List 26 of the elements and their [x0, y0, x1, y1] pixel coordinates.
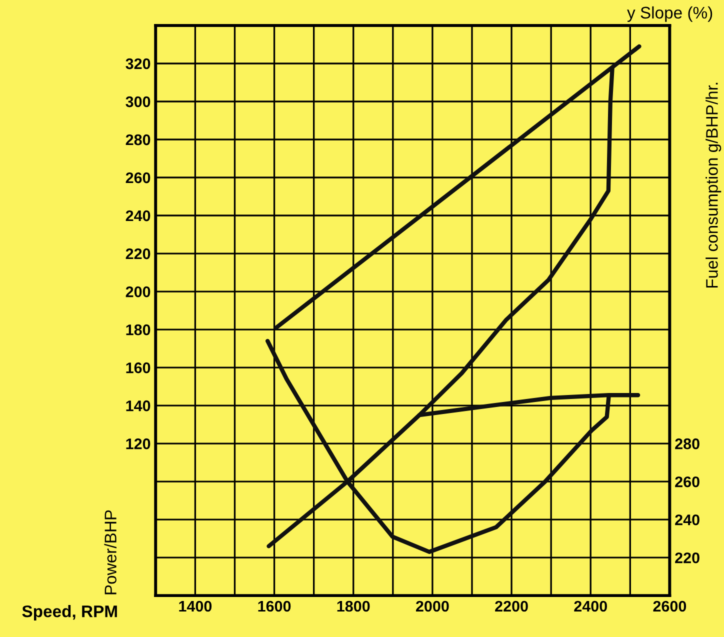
x-tick-label: 2000: [416, 600, 449, 612]
text: y Slope (%): [627, 6, 712, 22]
y-tick-label: 240: [126, 210, 150, 222]
y2-tick-label: 280: [675, 438, 700, 450]
y2-axis-title: Fuel consumption g/BHP/hr.: [706, 82, 722, 288]
x-tick-label: 2400: [574, 600, 607, 612]
y-axis-title: Power/BHP: [104, 510, 116, 594]
x-tick-label: 1600: [258, 600, 291, 612]
x-axis-title: Speed, RPM: [22, 605, 117, 621]
x-tick-label: 2600: [653, 600, 686, 612]
y2-tick-label: 220: [675, 552, 700, 564]
y-tick-label: 300: [126, 96, 150, 108]
y-tick-label: 200: [126, 286, 150, 298]
x-tick-label: 1800: [337, 600, 370, 612]
y-tick-label: 160: [126, 362, 150, 374]
y-tick-label: 280: [126, 134, 150, 146]
x-tick-label: 2200: [495, 600, 528, 612]
y-tick-label: 260: [126, 172, 150, 184]
y-tick-label: 320: [126, 58, 150, 70]
y2-tick-label: 260: [675, 476, 700, 488]
y-tick-label: 140: [126, 400, 150, 412]
y-tick-label: 220: [126, 248, 150, 260]
y2-tick-label: 240: [675, 514, 700, 526]
x-tick-label: 1400: [179, 600, 212, 612]
y-tick-label: 180: [126, 324, 150, 336]
y-tick-label: 120: [126, 438, 150, 450]
